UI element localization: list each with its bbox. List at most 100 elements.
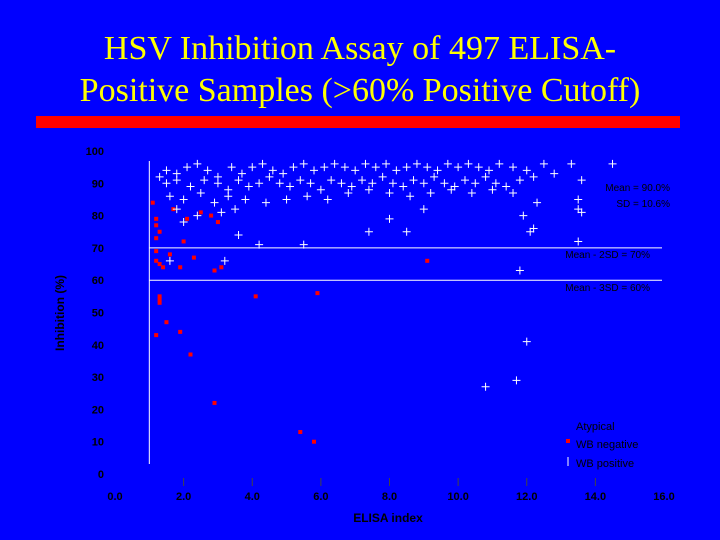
wb-positive-point (402, 163, 411, 172)
x-tick-label: 4.0 (245, 491, 260, 503)
y-axis-ticks: 0 10 20 30 40 50 60 70 80 90 100 (86, 146, 104, 481)
wb-negative-point (150, 200, 155, 205)
y-tick-label: 10 (92, 437, 104, 449)
wb-negative-point (198, 210, 203, 215)
wb-positive-point (443, 159, 452, 168)
wb-positive-point (193, 211, 202, 220)
wb-negative-point (167, 252, 172, 257)
wb-positive-point (454, 163, 463, 172)
wb-negative-point (154, 258, 159, 263)
wb-positive-point (378, 172, 387, 181)
legend: Atypical WB negative WB positive (566, 421, 638, 470)
wb-positive-point (402, 227, 411, 236)
wb-positive-point (165, 256, 174, 265)
wb-positive-point (265, 172, 274, 181)
reference-lines (149, 247, 662, 281)
wb-positive-point (224, 192, 233, 201)
reference-line-label-2sd: Mean - 2SD = 70% (565, 250, 650, 261)
wb-positive-point (533, 198, 542, 207)
wb-negative-point (157, 297, 162, 302)
wb-positive-point (289, 163, 298, 172)
wb-negative-point (185, 216, 190, 221)
wb-negative-point (312, 439, 317, 444)
wb-positive-point (526, 227, 535, 236)
y-tick-label: 0 (98, 469, 104, 481)
wb-negative-point (212, 400, 217, 405)
wb-positive-point (285, 182, 294, 191)
wb-positive-point (519, 211, 528, 220)
wb-positive-point (382, 159, 391, 168)
x-tick-label: 12.0 (516, 491, 537, 503)
slide-title-line-1: HSV Inhibition Assay of 497 ELISA- (103, 30, 617, 67)
wb-positive-point (447, 185, 456, 194)
wb-positive-point (165, 192, 174, 201)
wb-negative-point (181, 239, 186, 244)
x-tick-label: 2.0 (176, 491, 191, 503)
wb-negative-point (212, 268, 217, 273)
wb-positive-point (488, 185, 497, 194)
wb-positive-point (430, 172, 439, 181)
wb-positive-point (539, 159, 548, 168)
wb-positive-point (464, 159, 473, 168)
wb-positive-point (282, 195, 291, 204)
wb-negative-point (178, 329, 183, 334)
wb-positive-point (529, 172, 538, 181)
y-tick-label: 40 (92, 340, 104, 352)
slide-title: HSV Inhibition Assay of 497 ELISA- Posit… (0, 28, 720, 112)
wb-positive-point (502, 182, 511, 191)
wb-positive-point (241, 195, 250, 204)
wb-positive-point (512, 376, 521, 385)
wb-negative-point (154, 223, 159, 228)
wb-positive-point (433, 166, 442, 175)
wb-positive-point (296, 176, 305, 185)
legend-marker-wb-negative (566, 439, 570, 443)
wb-positive-point (186, 182, 195, 191)
wb-positive-point (409, 176, 418, 185)
wb-positive-point (172, 205, 181, 214)
sd-annotation: SD = 10.6% (616, 199, 670, 210)
wb-positive-point (337, 179, 346, 188)
wb-negative-point (188, 352, 193, 357)
wb-positive-point (515, 266, 524, 275)
wb-positive-point (412, 159, 421, 168)
wb-positive-point (299, 159, 308, 168)
wb-positive-point (481, 382, 490, 391)
wb-positive-point (303, 192, 312, 201)
wb-positive-point (203, 166, 212, 175)
wb-positive-point (323, 195, 332, 204)
wb-positive-point (358, 176, 367, 185)
wb-negative-point (219, 265, 224, 270)
wb-positive-point (419, 179, 428, 188)
wb-negative-point (315, 291, 320, 296)
wb-positive-point (244, 182, 253, 191)
wb-positive-point (196, 188, 205, 197)
x-tick-label: 0.0 (107, 491, 122, 503)
wb-positive-point (574, 195, 583, 204)
x-tick-label: 14.0 (585, 491, 606, 503)
wb-positive-point (423, 163, 432, 172)
legend-label-wb-positive: WB positive (576, 458, 634, 470)
wb-positive-point (340, 163, 349, 172)
wb-positive-point (419, 205, 428, 214)
y-axis-label: Inhibition (%) (53, 275, 67, 351)
data-points (150, 159, 617, 444)
y-tick-label: 100 (86, 146, 104, 158)
wb-positive-point (344, 188, 353, 197)
wb-positive-point (574, 237, 583, 246)
wb-negative-point (154, 333, 159, 338)
x-tick-label: 6.0 (313, 491, 328, 503)
wb-positive-point (231, 205, 240, 214)
wb-positive-point (371, 163, 380, 172)
wb-positive-point (426, 188, 435, 197)
y-tick-label: 20 (92, 404, 104, 416)
wb-positive-point (327, 176, 336, 185)
wb-positive-point (474, 163, 483, 172)
reference-line-label-3sd: Mean - 3SD = 60% (565, 283, 650, 294)
wb-positive-point (213, 179, 222, 188)
wb-positive-point (467, 188, 476, 197)
wb-negative-point (178, 265, 183, 270)
wb-positive-point (440, 179, 449, 188)
wb-positive-point (155, 172, 164, 181)
wb-positive-point (368, 179, 377, 188)
